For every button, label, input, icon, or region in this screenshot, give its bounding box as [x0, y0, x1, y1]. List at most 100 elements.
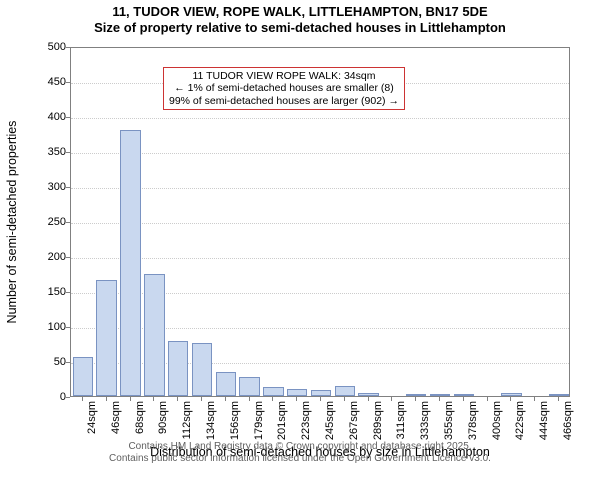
- x-tick-mark: [106, 397, 107, 401]
- annotation-box: 11 TUDOR VIEW ROPE WALK: 34sqm ← 1% of s…: [163, 67, 405, 111]
- x-tick-mark: [391, 397, 392, 401]
- gridline: [71, 258, 569, 259]
- x-tick-label: 245sqm: [324, 401, 336, 440]
- x-tick-label: 444sqm: [538, 401, 550, 440]
- x-tick-mark: [320, 397, 321, 401]
- x-tick-label: 223sqm: [300, 401, 312, 440]
- x-tick-mark: [249, 397, 250, 401]
- bar: [168, 341, 188, 396]
- y-tick-mark: [66, 327, 70, 328]
- x-tick-mark: [344, 397, 345, 401]
- bar: [263, 387, 283, 395]
- y-tick-mark: [66, 117, 70, 118]
- y-tick-label: 0: [26, 391, 66, 403]
- footer-line1: Contains HM Land Registry data © Crown c…: [0, 441, 600, 453]
- x-tick-label: 201sqm: [276, 401, 288, 440]
- x-tick-mark: [487, 397, 488, 401]
- x-tick-label: 179sqm: [253, 401, 265, 440]
- bar: [239, 377, 259, 395]
- bar: [335, 386, 355, 396]
- y-tick-mark: [66, 152, 70, 153]
- x-tick-label: 46sqm: [110, 401, 122, 434]
- bar: [120, 130, 140, 396]
- x-tick-mark: [296, 397, 297, 401]
- footer-line2: Contains public sector information licen…: [0, 453, 600, 465]
- annotation-line2: ← 1% of semi-detached houses are smaller…: [169, 82, 399, 95]
- x-tick-mark: [177, 397, 178, 401]
- bar: [430, 394, 450, 396]
- y-axis-title: Number of semi-detached properties: [5, 120, 19, 323]
- y-tick-label: 100: [26, 321, 66, 333]
- x-tick-mark: [368, 397, 369, 401]
- bar: [311, 390, 331, 396]
- y-tick-mark: [66, 292, 70, 293]
- bar: [73, 357, 93, 396]
- x-tick-label: 333sqm: [419, 401, 431, 440]
- chart-title-line2: Size of property relative to semi-detach…: [0, 20, 600, 36]
- bar: [287, 389, 307, 396]
- x-tick-label: 134sqm: [205, 401, 217, 440]
- chart-title-line1: 11, TUDOR VIEW, ROPE WALK, LITTLEHAMPTON…: [0, 4, 600, 20]
- x-tick-label: 466sqm: [562, 401, 574, 440]
- x-tick-mark: [439, 397, 440, 401]
- gridline: [71, 153, 569, 154]
- x-tick-label: 156sqm: [229, 401, 241, 440]
- y-tick-mark: [66, 397, 70, 398]
- annotation-line1: 11 TUDOR VIEW ROPE WALK: 34sqm: [169, 70, 399, 83]
- y-tick-label: 400: [26, 111, 66, 123]
- bar: [144, 274, 164, 395]
- y-tick-mark: [66, 47, 70, 48]
- footer-attribution: Contains HM Land Registry data © Crown c…: [0, 441, 600, 467]
- x-tick-label: 378sqm: [467, 401, 479, 440]
- y-tick-label: 300: [26, 181, 66, 193]
- y-tick-label: 50: [26, 356, 66, 368]
- bar: [549, 394, 569, 396]
- x-tick-label: 400sqm: [491, 401, 503, 440]
- x-tick-mark: [130, 397, 131, 401]
- bar: [406, 394, 426, 396]
- x-tick-label: 311sqm: [395, 401, 407, 439]
- x-tick-label: 422sqm: [514, 401, 526, 440]
- x-tick-label: 267sqm: [348, 401, 360, 440]
- chart-container: Number of semi-detached properties 11 TU…: [0, 37, 600, 467]
- y-tick-mark: [66, 362, 70, 363]
- x-tick-mark: [153, 397, 154, 401]
- x-tick-mark: [225, 397, 226, 401]
- x-tick-label: 355sqm: [443, 401, 455, 440]
- chart-title-block: 11, TUDOR VIEW, ROPE WALK, LITTLEHAMPTON…: [0, 0, 600, 37]
- x-tick-label: 112sqm: [181, 401, 193, 439]
- bar: [216, 372, 236, 395]
- x-tick-label: 289sqm: [372, 401, 384, 440]
- x-tick-label: 24sqm: [86, 401, 98, 434]
- bar: [192, 343, 212, 396]
- y-tick-label: 250: [26, 216, 66, 228]
- plot-area: 11 TUDOR VIEW ROPE WALK: 34sqm ← 1% of s…: [70, 47, 570, 397]
- x-tick-mark: [272, 397, 273, 401]
- y-tick-mark: [66, 257, 70, 258]
- y-tick-label: 500: [26, 41, 66, 53]
- gridline: [71, 188, 569, 189]
- x-tick-mark: [510, 397, 511, 401]
- y-tick-mark: [66, 82, 70, 83]
- gridline: [71, 223, 569, 224]
- y-tick-label: 350: [26, 146, 66, 158]
- x-tick-mark: [415, 397, 416, 401]
- bar: [358, 393, 378, 396]
- x-tick-mark: [558, 397, 559, 401]
- bar: [454, 394, 474, 396]
- y-tick-mark: [66, 187, 70, 188]
- x-tick-mark: [534, 397, 535, 401]
- gridline: [71, 118, 569, 119]
- x-tick-mark: [463, 397, 464, 401]
- x-tick-mark: [82, 397, 83, 401]
- bar: [96, 280, 116, 396]
- x-tick-mark: [201, 397, 202, 401]
- x-tick-label: 90sqm: [157, 401, 169, 434]
- annotation-line3: 99% of semi-detached houses are larger (…: [169, 95, 399, 108]
- y-tick-mark: [66, 222, 70, 223]
- bar: [501, 393, 521, 395]
- y-tick-label: 450: [26, 76, 66, 88]
- y-tick-label: 200: [26, 251, 66, 263]
- y-tick-label: 150: [26, 286, 66, 298]
- x-tick-label: 68sqm: [134, 401, 146, 434]
